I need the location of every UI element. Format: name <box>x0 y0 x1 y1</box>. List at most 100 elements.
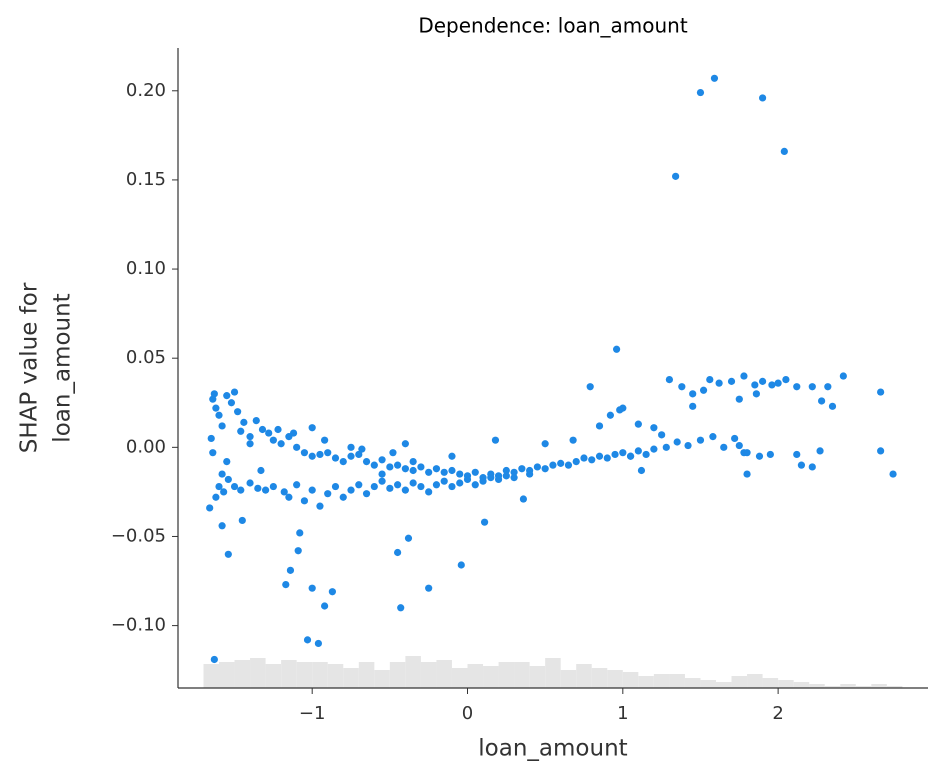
point <box>258 425 267 434</box>
point <box>456 479 464 487</box>
point <box>448 452 456 460</box>
histogram-bar <box>700 680 716 688</box>
point <box>314 639 323 648</box>
point <box>502 472 510 480</box>
point <box>793 450 801 459</box>
point <box>331 454 340 462</box>
histogram-bar <box>451 668 468 688</box>
point <box>215 482 223 491</box>
point <box>300 449 309 457</box>
point <box>699 386 708 394</box>
point <box>300 497 309 505</box>
point <box>212 404 220 412</box>
chart-title: Dependence: loan_amount <box>418 14 688 38</box>
point <box>650 445 658 453</box>
point <box>425 468 433 476</box>
point <box>378 456 386 464</box>
point <box>650 424 658 432</box>
point <box>308 424 316 432</box>
point <box>409 466 417 475</box>
histogram-bar <box>638 676 654 688</box>
histogram-bar <box>731 676 748 688</box>
point <box>370 482 378 491</box>
point <box>839 372 847 380</box>
point <box>526 470 534 478</box>
histogram-bar <box>576 664 592 688</box>
point <box>246 479 254 487</box>
point <box>339 457 347 466</box>
point <box>328 588 336 596</box>
histogram-bar <box>219 662 235 688</box>
point <box>401 465 409 473</box>
point <box>220 488 228 496</box>
histogram-bar <box>420 662 437 688</box>
point <box>206 504 214 512</box>
point <box>518 465 526 473</box>
point <box>223 457 231 466</box>
point <box>735 395 743 403</box>
point <box>619 449 627 457</box>
point <box>355 481 363 489</box>
histogram-bar <box>855 686 872 688</box>
point <box>824 383 832 391</box>
point <box>678 383 686 391</box>
point <box>766 450 774 459</box>
point <box>209 449 217 457</box>
point <box>684 441 692 450</box>
point <box>768 381 776 389</box>
point <box>370 461 378 469</box>
point <box>386 463 394 471</box>
point <box>457 561 465 569</box>
histogram-bar <box>622 672 639 688</box>
point <box>619 404 627 412</box>
point <box>510 474 518 482</box>
point <box>321 436 329 444</box>
point <box>569 436 577 444</box>
point <box>797 461 806 469</box>
point <box>877 447 885 455</box>
histogram-bar <box>560 670 577 688</box>
point <box>611 450 619 459</box>
point <box>586 383 594 391</box>
x-tick-label: 1 <box>617 703 628 724</box>
point <box>710 74 719 82</box>
y-axis-label: SHAP value for <box>17 282 43 453</box>
point <box>533 463 541 471</box>
point <box>689 402 697 410</box>
point <box>401 486 409 494</box>
point <box>740 449 748 457</box>
point <box>743 470 751 478</box>
point <box>293 481 301 489</box>
point <box>463 475 472 484</box>
point <box>588 456 596 464</box>
point <box>425 488 433 496</box>
point <box>662 443 670 451</box>
histogram-bar <box>669 674 685 688</box>
point <box>362 457 371 466</box>
point <box>720 443 728 451</box>
point <box>637 466 646 475</box>
point <box>394 481 402 489</box>
y-axis-label: loan_amount <box>50 293 76 442</box>
point <box>308 584 316 592</box>
point <box>613 345 621 353</box>
point <box>425 584 433 592</box>
point <box>432 465 441 473</box>
point <box>479 477 487 485</box>
point <box>218 422 226 430</box>
histogram-bar <box>467 664 484 688</box>
point <box>293 443 301 451</box>
histogram-bar <box>483 666 499 688</box>
point <box>634 447 642 455</box>
point <box>274 425 282 434</box>
point <box>358 445 366 453</box>
point <box>751 381 759 389</box>
point <box>237 427 245 435</box>
point <box>487 474 495 482</box>
point <box>755 452 764 460</box>
point <box>212 493 220 501</box>
point <box>277 440 285 448</box>
point <box>321 602 329 610</box>
histogram-bar <box>886 686 903 688</box>
